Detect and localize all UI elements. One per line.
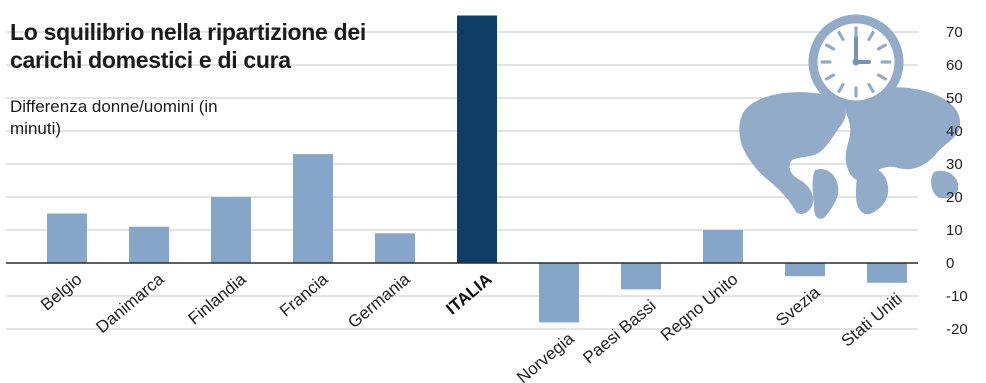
x-axis-labels: Belgio Danimarca Finlandia Francia Germania I… bbox=[37, 269, 905, 383]
y-axis: -20 -10 0 10 20 30 40 50 60 70 bbox=[946, 24, 968, 338]
bar-svezia bbox=[785, 263, 825, 277]
clock-icon bbox=[808, 14, 904, 110]
x-label-finlandia: Finlandia bbox=[185, 269, 250, 328]
chart-subtitle: Differenza donne/uomini (in minuti) bbox=[10, 97, 218, 138]
x-label-francia: Francia bbox=[276, 269, 332, 320]
y-tick-label: -20 bbox=[946, 321, 968, 338]
x-label-belgio: Belgio bbox=[37, 270, 85, 315]
bar-germania bbox=[375, 233, 415, 263]
bar-paesi-bassi bbox=[621, 263, 661, 290]
x-label-regno-unito: Regno Unito bbox=[657, 270, 742, 345]
bar-danimarca bbox=[129, 226, 169, 263]
bar-belgio bbox=[47, 213, 87, 263]
x-label-svezia: Svezia bbox=[772, 282, 824, 330]
y-tick-label: 30 bbox=[946, 156, 963, 173]
bars bbox=[47, 15, 907, 323]
x-label-italia: ITALIA bbox=[442, 270, 495, 319]
world-map-icon bbox=[739, 87, 961, 219]
chart-title: Lo squilibrio nella ripartizione dei car… bbox=[10, 19, 366, 73]
y-tick-label: -10 bbox=[946, 288, 968, 305]
bar-stati-uniti bbox=[867, 263, 907, 283]
y-tick-label: 0 bbox=[946, 255, 954, 272]
y-tick-label: 20 bbox=[946, 189, 963, 206]
x-label-paesi-bassi: Paesi Bassi bbox=[579, 296, 659, 368]
y-tick-label: 60 bbox=[946, 57, 963, 74]
bar-italia bbox=[457, 15, 497, 263]
y-tick-label: 70 bbox=[946, 24, 963, 41]
y-tick-label: 10 bbox=[946, 222, 963, 239]
clock-world-map-illustration bbox=[739, 14, 961, 219]
bar-norvegia bbox=[539, 263, 579, 323]
x-label-danimarca: Danimarca bbox=[92, 269, 168, 337]
y-tick-label: 40 bbox=[946, 123, 963, 140]
bar-francia bbox=[293, 154, 333, 263]
x-label-stati-uniti: Stati Uniti bbox=[838, 289, 906, 350]
bar-regno-unito bbox=[703, 230, 743, 263]
x-label-norvegia: Norvegia bbox=[513, 329, 578, 383]
y-tick-label: 50 bbox=[946, 90, 963, 107]
bar-finlandia bbox=[211, 197, 251, 263]
x-label-germania: Germania bbox=[344, 269, 414, 332]
